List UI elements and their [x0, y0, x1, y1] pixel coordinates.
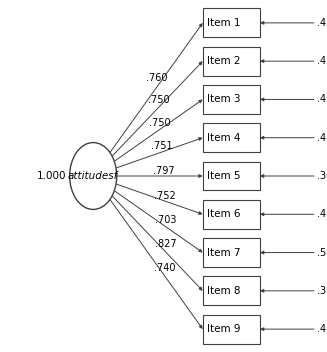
- Text: Item 1: Item 1: [207, 18, 240, 28]
- Text: .365: .365: [317, 171, 327, 181]
- Text: .827: .827: [155, 239, 176, 249]
- Text: .452: .452: [317, 324, 327, 334]
- Text: .434: .434: [317, 209, 327, 219]
- Text: .316: .316: [317, 286, 327, 296]
- Text: .750: .750: [149, 118, 171, 128]
- Text: Item 5: Item 5: [207, 171, 240, 181]
- Text: .760: .760: [146, 73, 168, 83]
- Text: .751: .751: [151, 142, 173, 151]
- Bar: [203, 276, 260, 305]
- Text: 1.000: 1.000: [37, 171, 66, 181]
- Text: Item 2: Item 2: [207, 56, 240, 66]
- Text: .438: .438: [317, 94, 327, 105]
- Text: Item 3: Item 3: [207, 94, 240, 105]
- Text: .436: .436: [317, 133, 327, 143]
- Text: Item 6: Item 6: [207, 209, 240, 219]
- Bar: [203, 47, 260, 76]
- Text: Item 4: Item 4: [207, 133, 240, 143]
- Text: Item 7: Item 7: [207, 247, 240, 258]
- Text: .750: .750: [148, 95, 169, 105]
- Text: .752: .752: [154, 191, 176, 201]
- Bar: [203, 315, 260, 344]
- Bar: [203, 162, 260, 190]
- Text: .438: .438: [317, 56, 327, 66]
- Text: Item 8: Item 8: [207, 286, 240, 296]
- Bar: [203, 200, 260, 229]
- Text: .506: .506: [317, 247, 327, 258]
- Bar: [203, 8, 260, 37]
- Text: .740: .740: [154, 263, 176, 272]
- Bar: [203, 238, 260, 267]
- Text: .703: .703: [155, 215, 176, 225]
- Bar: [203, 123, 260, 152]
- Text: attitudesf: attitudesf: [68, 171, 118, 181]
- Text: .422: .422: [317, 18, 327, 28]
- Text: .797: .797: [153, 166, 175, 176]
- Bar: [203, 85, 260, 114]
- Text: Item 9: Item 9: [207, 324, 240, 334]
